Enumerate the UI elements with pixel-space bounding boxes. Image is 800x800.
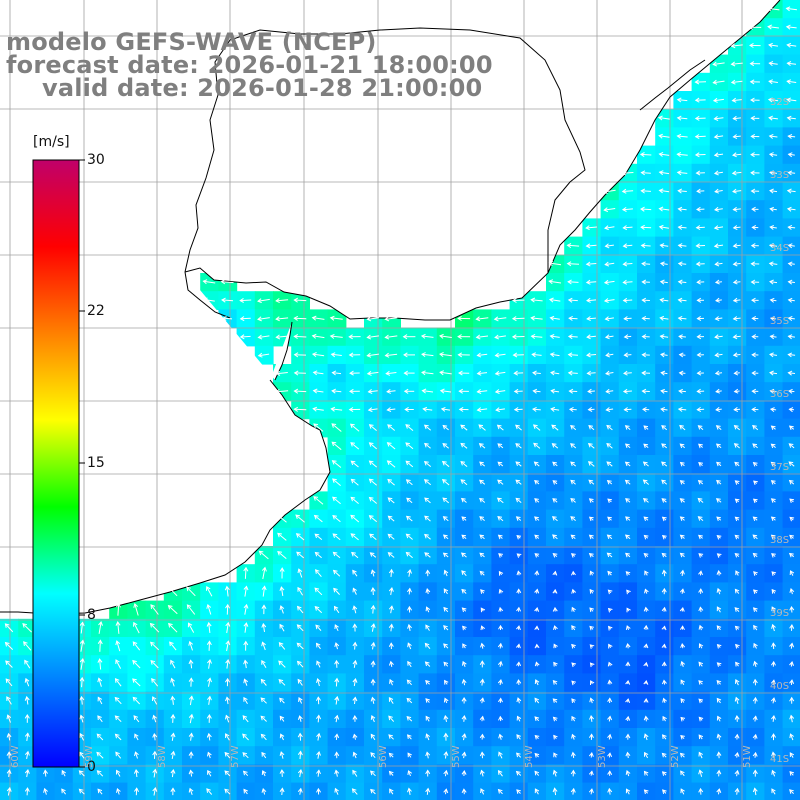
colorbar: [32, 159, 85, 768]
lon-label-52w: 52W: [670, 745, 681, 768]
arrow-shaft: [294, 335, 307, 338]
lon-label-55w: 55W: [451, 745, 462, 768]
colorbar-gradient: [32, 159, 80, 768]
arrow-shaft: [567, 263, 580, 265]
lon-label-56w: 56W: [378, 745, 389, 768]
lon-label-58w: 58W: [157, 745, 168, 768]
colorbar-tick-8: 8: [87, 607, 96, 623]
lon-label-59w: 59W: [84, 745, 95, 768]
arrow-shaft: [294, 299, 307, 302]
lon-label-54w: 54W: [524, 745, 535, 768]
colorbar-tick-22: 22: [87, 303, 105, 319]
lat-label-37s: 37S: [770, 462, 790, 473]
arrow-shaft: [294, 408, 307, 411]
lon-label-53w: 53W: [597, 745, 608, 768]
arrow-shaft: [294, 390, 307, 393]
lat-label-40s: 40S: [770, 681, 790, 692]
arrow-shaft: [99, 640, 101, 652]
colorbar-unit: [m/s]: [33, 134, 70, 150]
colorbar-tick-15: 15: [87, 455, 105, 471]
lat-label-33s: 33S: [770, 170, 790, 181]
lat-label-32s: 32S: [770, 97, 790, 108]
lat-label-39s: 39S: [770, 608, 790, 619]
lon-label-57w: 57W: [230, 745, 241, 768]
lon-label-51w: 51W: [742, 745, 753, 768]
lat-label-35s: 35S: [770, 316, 790, 327]
lat-label-41s: 41S: [770, 754, 790, 765]
arrow-shaft: [244, 567, 247, 579]
arrow-shaft: [294, 317, 307, 320]
valid-date: valid date: 2026-01-28 21:00:00: [42, 74, 483, 102]
lon-label-60w: 60W: [10, 745, 21, 768]
lat-label-38s: 38S: [770, 535, 790, 546]
colorbar-tick-30: 30: [87, 152, 105, 168]
lat-label-36s: 36S: [770, 389, 790, 400]
lat-label-34s: 34S: [770, 243, 790, 254]
